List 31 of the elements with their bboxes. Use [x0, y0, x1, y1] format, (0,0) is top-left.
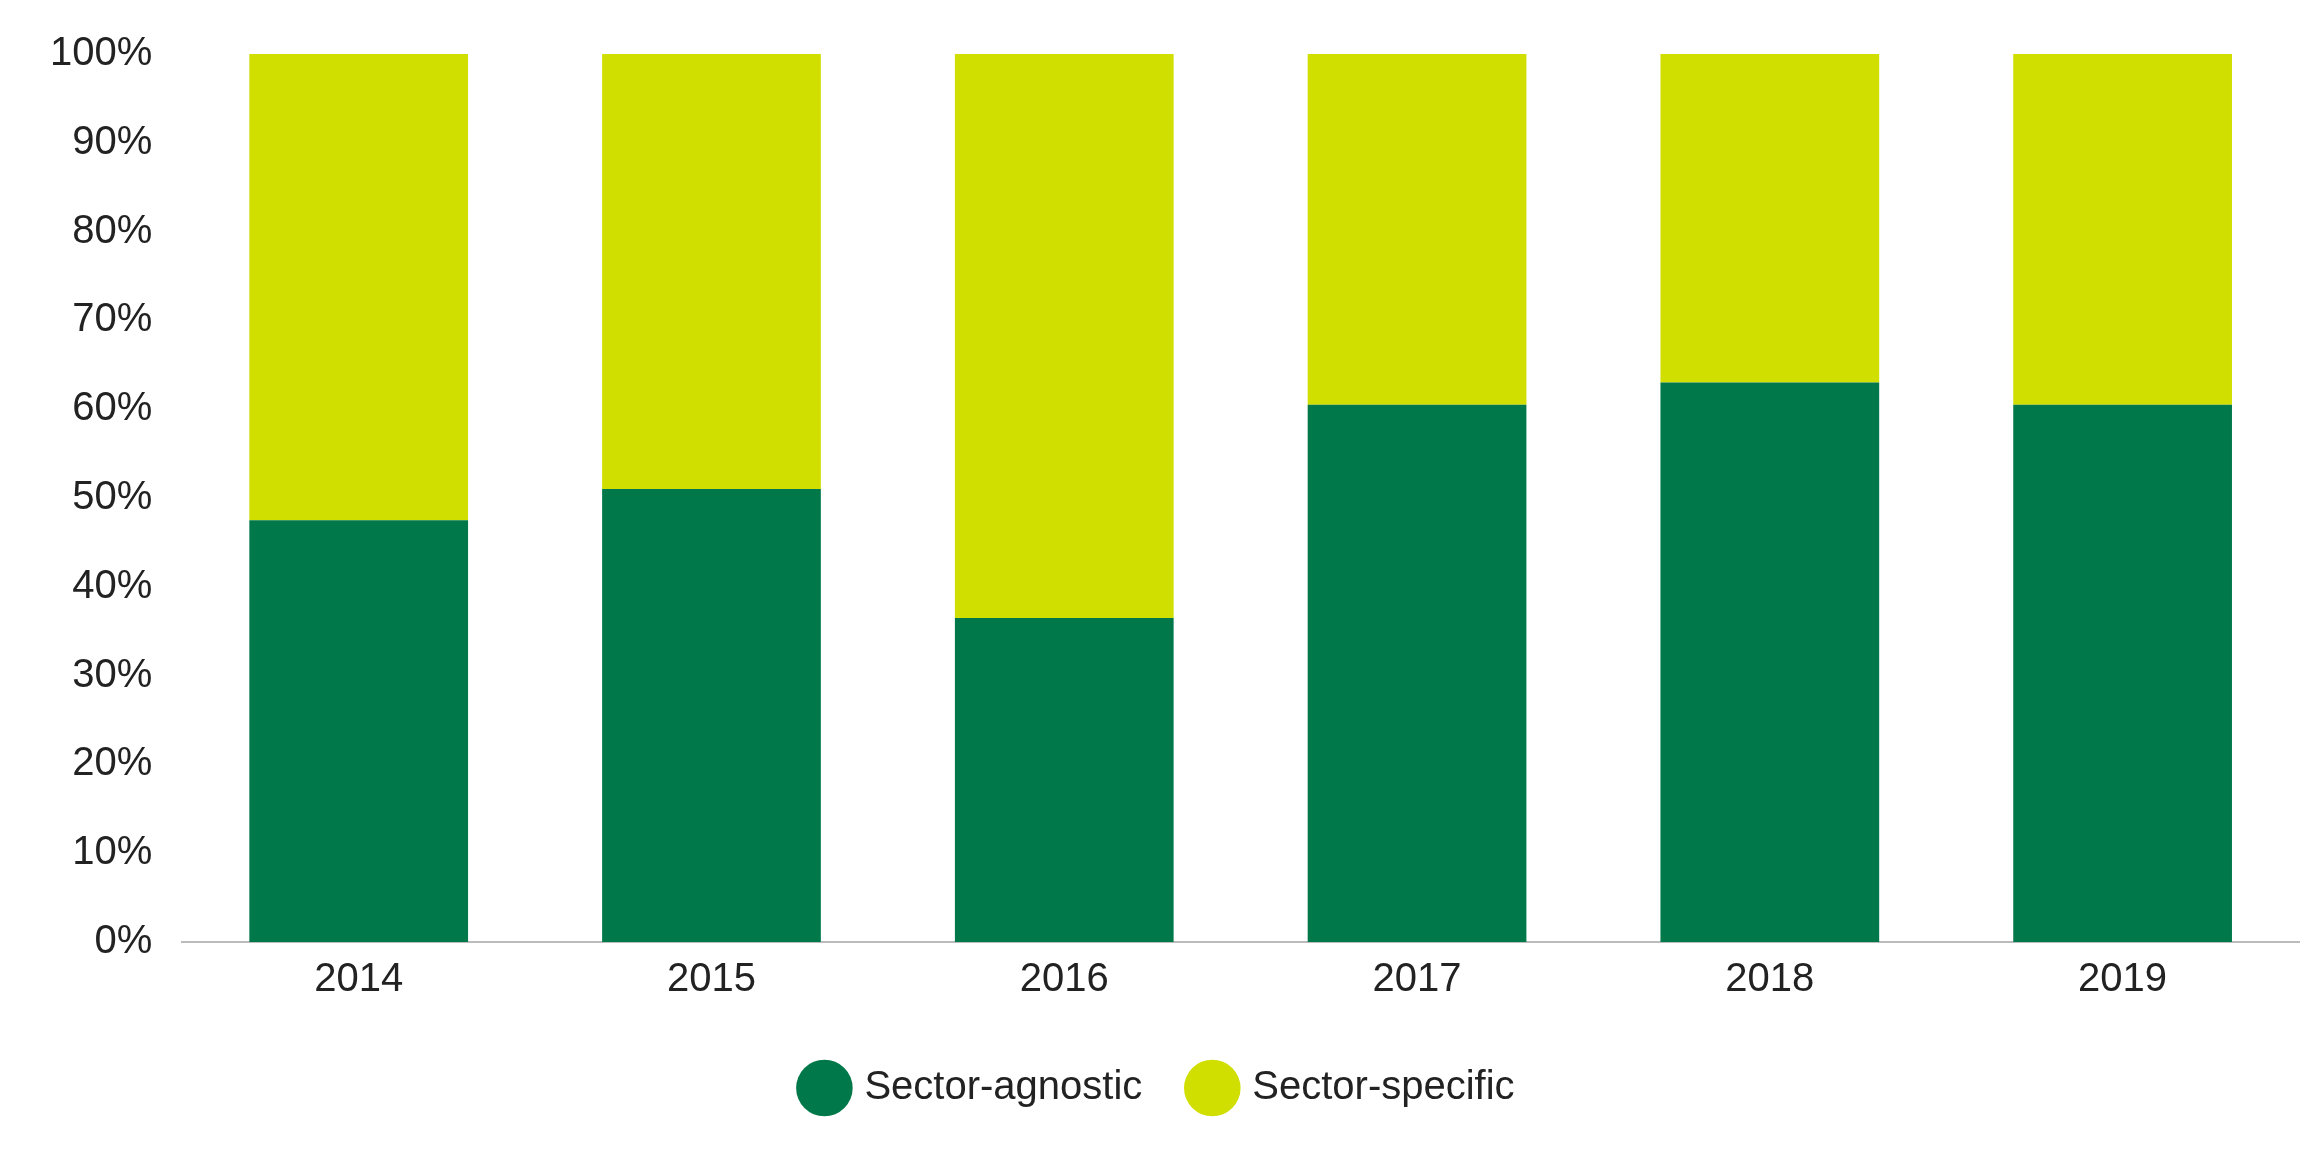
- y-tick-label: 0%: [94, 917, 153, 962]
- y-tick-label: 30%: [72, 650, 153, 695]
- y-tick-label: 80%: [72, 206, 153, 251]
- legend-label: Sector-specific: [1252, 1063, 1515, 1108]
- bar: [2013, 54, 2232, 405]
- bar: [2013, 404, 2232, 942]
- bar: [1307, 54, 1527, 405]
- bar: [249, 54, 469, 521]
- bar: [1307, 404, 1527, 942]
- y-tick-label: 10%: [72, 828, 153, 873]
- y-tick-label: 90%: [72, 117, 153, 162]
- legend-label: Sector-agnostic: [864, 1063, 1143, 1108]
- x-tick-label: 2015: [666, 955, 756, 1000]
- x-tick-label: 2019: [2078, 955, 2168, 1000]
- bar: [954, 54, 1174, 618]
- y-tick-label: 20%: [72, 739, 153, 784]
- y-tick-label: 70%: [72, 295, 153, 340]
- y-tick-label: 40%: [72, 561, 153, 606]
- x-tick-label: 2014: [314, 955, 404, 1000]
- x-tick-label: 2018: [1725, 955, 1815, 1000]
- x-tick-label: 2016: [1019, 955, 1109, 1000]
- bar: [1660, 54, 1880, 383]
- bar: [602, 489, 821, 942]
- bar: [249, 520, 469, 942]
- bar: [954, 617, 1174, 942]
- y-tick-label: 100%: [49, 29, 153, 74]
- y-tick-label: 60%: [72, 384, 153, 429]
- x-tick-label: 2017: [1372, 955, 1462, 1000]
- y-tick-label: 50%: [72, 473, 153, 518]
- bar: [1660, 382, 1880, 942]
- bar: [602, 54, 821, 490]
